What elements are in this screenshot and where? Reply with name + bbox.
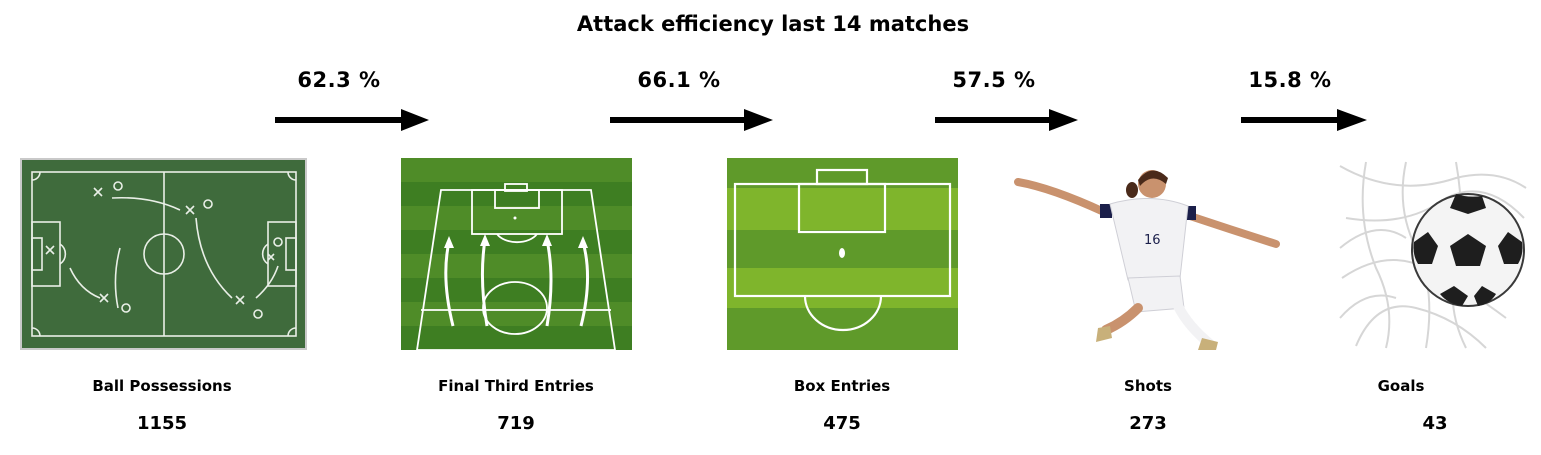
ball-in-net-image [1336,158,1531,350]
player-shooting-image: 16 [1012,158,1284,350]
flow-arrow-1 [275,109,429,131]
flow-arrow-3 [935,109,1078,131]
stage-value-ball-possessions: 1155 [136,413,188,434]
stage-value-shots: 273 [1129,413,1167,434]
conversion-rate-4: 15.8 % [1248,68,1332,92]
conversion-rate-1: 62.3 % [297,68,381,92]
flow-arrow-4 [1241,109,1367,131]
stage-value-box-entries: 475 [823,413,861,434]
penalty-box-pitch-image [727,158,958,350]
stage-value-final-third-entries: 719 [497,413,535,434]
stage-label-ball-possessions: Ball Possessions [92,377,232,395]
svg-text:16: 16 [1144,233,1161,248]
conversion-rate-3: 57.5 % [952,68,1036,92]
stage-label-final-third-entries: Final Third Entries [438,377,594,395]
chart-title: Attack efficiency last 14 matches [576,12,970,36]
flow-arrow-2 [610,109,773,131]
stage-label-box-entries: Box Entries [793,377,891,395]
conversion-rate-2: 66.1 % [637,68,721,92]
final-third-pitch-image [401,158,632,350]
stage-value-goals: 43 [1422,413,1448,434]
stage-label-goals: Goals [1377,377,1425,395]
stage-label-shots: Shots [1124,377,1172,395]
tactics-chalkboard-image [20,158,307,350]
